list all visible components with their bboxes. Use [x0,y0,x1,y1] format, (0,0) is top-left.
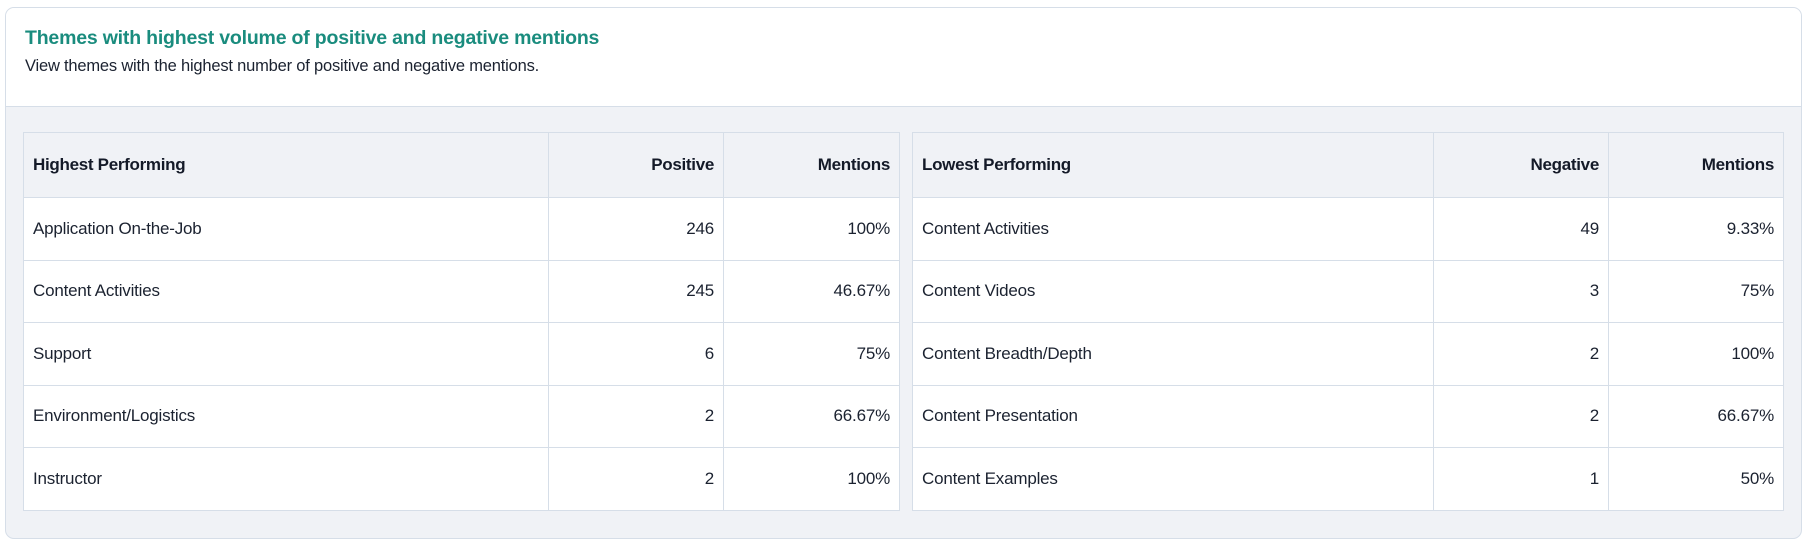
column-header-highest-performing[interactable]: Highest Performing [23,132,549,198]
theme-name: Application On-the-Job [23,197,549,261]
negative-count: 49 [1433,197,1609,261]
theme-name: Content Activities [23,259,549,323]
mentions-percent: 100% [723,197,900,261]
table-row: Environment/Logistics 2 66.67% [23,384,900,448]
theme-name: Instructor [23,447,549,511]
positive-count: 2 [548,384,724,448]
theme-name: Content Videos [912,259,1434,323]
theme-name: Content Activities [912,197,1434,261]
themes-card: Themes with highest volume of positive a… [5,7,1802,539]
table-row: Content Activities 245 46.67% [23,259,900,323]
column-header-positive[interactable]: Positive [548,132,724,198]
table-row: Application On-the-Job 246 100% [23,197,900,261]
mentions-percent: 75% [1608,259,1784,323]
mentions-percent: 46.67% [723,259,900,323]
mentions-percent: 100% [723,447,900,511]
theme-name: Content Breadth/Depth [912,322,1434,386]
mentions-percent: 75% [723,322,900,386]
highest-performing-table: Highest Performing Positive Mentions App… [23,132,900,511]
table-header-row: Highest Performing Positive Mentions [23,132,900,198]
table-row: Content Examples 1 50% [912,447,1784,511]
card-header: Themes with highest volume of positive a… [6,8,1801,107]
table-row: Content Breadth/Depth 2 100% [912,322,1784,386]
card-title: Themes with highest volume of positive a… [25,27,600,49]
table-row: Support 6 75% [23,322,900,386]
column-header-negative[interactable]: Negative [1433,132,1609,198]
table-row: Content Videos 3 75% [912,259,1784,323]
positive-count: 6 [548,322,724,386]
mentions-percent: 66.67% [723,384,900,448]
mentions-percent: 66.67% [1608,384,1784,448]
table-row: Content Presentation 2 66.67% [912,384,1784,448]
table-header-row: Lowest Performing Negative Mentions [912,132,1784,198]
theme-name: Support [23,322,549,386]
positive-count: 245 [548,259,724,323]
table-row: Instructor 2 100% [23,447,900,511]
positive-count: 246 [548,197,724,261]
column-header-mentions[interactable]: Mentions [723,132,900,198]
column-header-lowest-performing[interactable]: Lowest Performing [912,132,1434,198]
mentions-percent: 100% [1608,322,1784,386]
negative-count: 2 [1433,384,1609,448]
theme-name: Content Examples [912,447,1434,511]
mentions-percent: 9.33% [1608,197,1784,261]
card-subtitle: View themes with the highest number of p… [25,57,540,75]
lowest-performing-table: Lowest Performing Negative Mentions Cont… [912,132,1784,511]
theme-name: Content Presentation [912,384,1434,448]
positive-count: 2 [548,447,724,511]
mentions-percent: 50% [1608,447,1784,511]
column-header-mentions[interactable]: Mentions [1608,132,1784,198]
negative-count: 1 [1433,447,1609,511]
theme-name: Environment/Logistics [23,384,549,448]
table-row: Content Activities 49 9.33% [912,197,1784,261]
negative-count: 3 [1433,259,1609,323]
negative-count: 2 [1433,322,1609,386]
